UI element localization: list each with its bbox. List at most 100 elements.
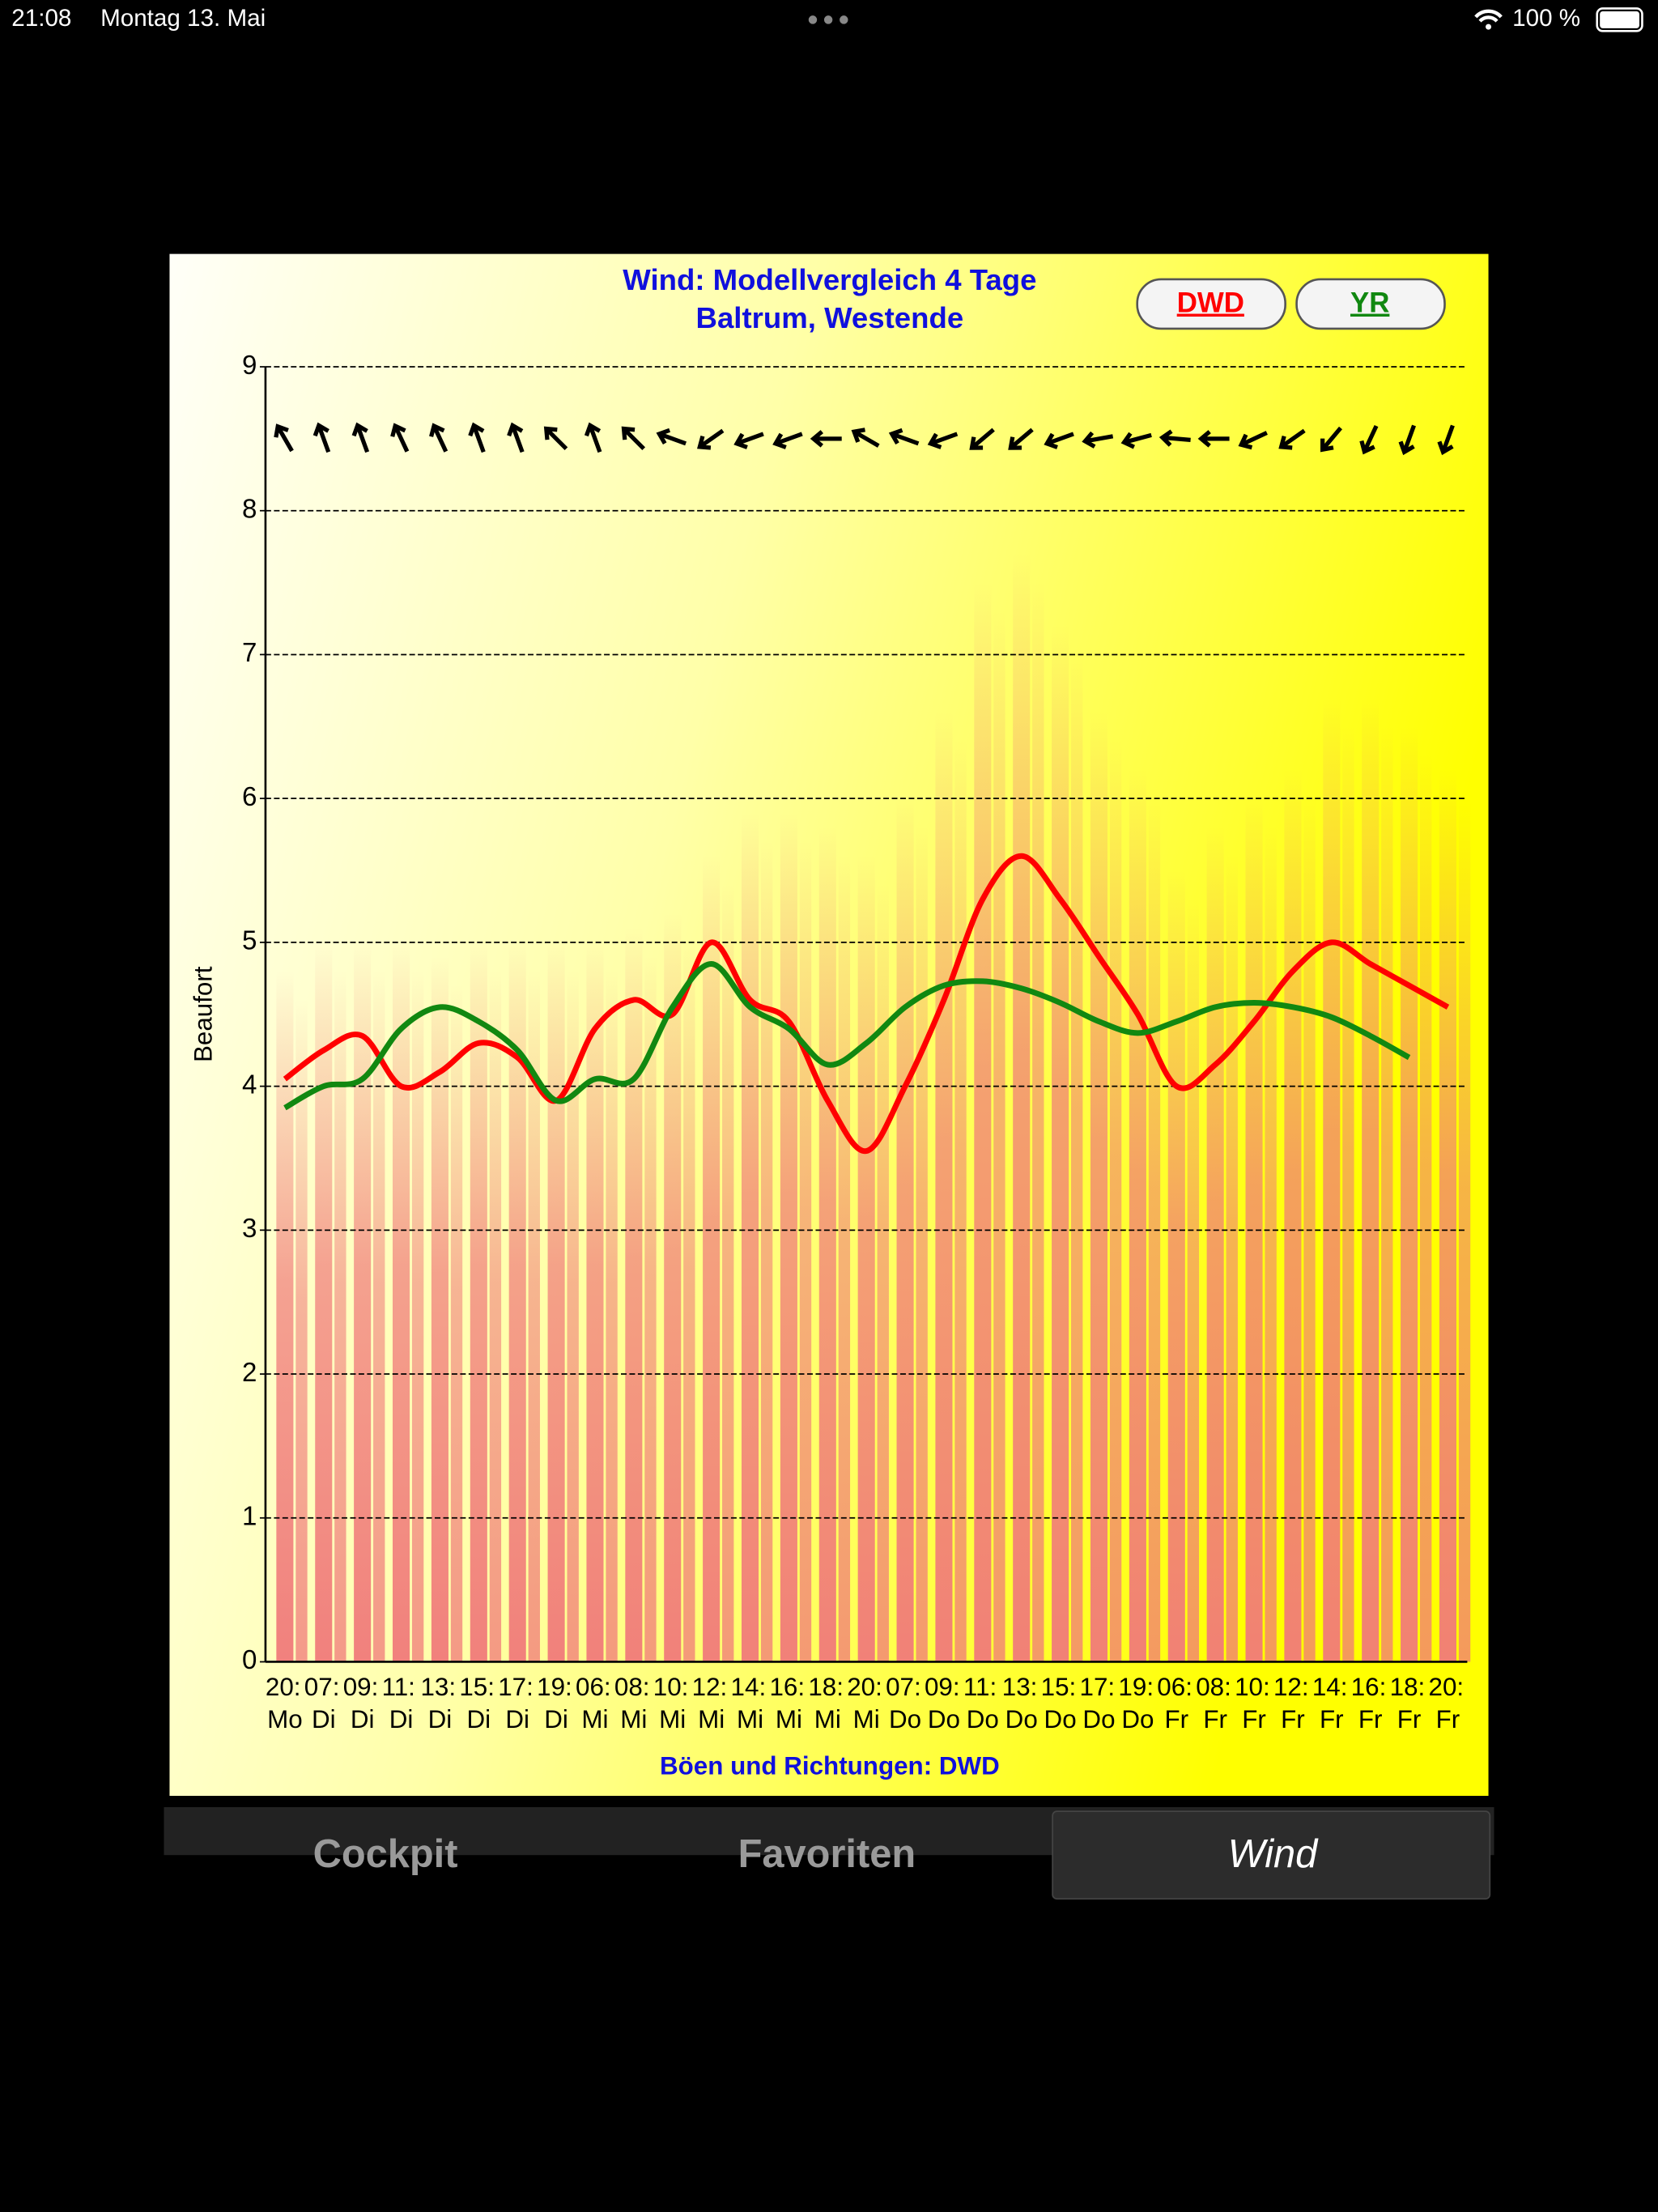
legend-button[interactable] xyxy=(1295,278,1446,330)
x-day-label: Di xyxy=(312,1705,336,1733)
direction-arrow xyxy=(733,432,764,449)
x-day-label: Mi xyxy=(698,1705,725,1733)
x-tick-label: 15: xyxy=(1041,1673,1077,1701)
direction-arrow xyxy=(1437,424,1455,456)
x-tick-label: 06: xyxy=(576,1673,611,1701)
arrow-shape xyxy=(584,422,602,453)
direction-arrow xyxy=(468,422,486,453)
gust-bar-half xyxy=(722,884,734,1662)
arrow-shape xyxy=(621,426,646,451)
arrow-shape xyxy=(468,422,486,453)
arrow-shape xyxy=(927,432,959,449)
y-tick-label: 8 xyxy=(242,494,257,524)
tab-selected xyxy=(1052,1810,1491,1900)
x-tick-label: 19: xyxy=(1118,1673,1154,1701)
tab[interactable]: Favoriten xyxy=(738,1832,916,1876)
x-axis-label: Böen und Richtungen: DWD xyxy=(660,1751,1000,1780)
arrow-shape xyxy=(1320,426,1343,453)
arrow-shape xyxy=(1008,428,1034,450)
gust-bar-half xyxy=(528,970,540,1662)
direction-arrow xyxy=(851,428,880,448)
x-day-label: Di xyxy=(505,1705,529,1733)
gust-bar xyxy=(625,928,643,1662)
chart-title: Wind: Modellvergleich 4 Tage xyxy=(623,263,1036,296)
direction-arrow xyxy=(810,430,842,448)
gust-bar-half xyxy=(450,985,463,1662)
direction-arrow xyxy=(390,423,410,453)
x-day-label: Mi xyxy=(776,1705,802,1733)
tab[interactable]: Wind xyxy=(1228,1832,1320,1876)
x-day-label: Fr xyxy=(1436,1705,1460,1733)
arrow-shape xyxy=(1398,424,1416,456)
x-day-label: Fr xyxy=(1164,1705,1188,1733)
legend-button[interactable] xyxy=(1136,278,1286,330)
direction-arrow xyxy=(1120,432,1152,449)
status-battery: 100 % xyxy=(1512,5,1580,32)
direction-arrow xyxy=(584,422,602,453)
x-tick-label: 18: xyxy=(1390,1673,1426,1701)
x-day-label: Do xyxy=(1005,1705,1038,1733)
x-day-label: Do xyxy=(1044,1705,1077,1733)
gust-bar xyxy=(857,856,875,1662)
gust-bar xyxy=(935,712,953,1662)
direction-arrow xyxy=(429,423,449,453)
x-day-label: Mi xyxy=(853,1705,880,1733)
gust-bar xyxy=(741,812,759,1662)
arrow-shape xyxy=(810,430,842,448)
x-tick-label: 07: xyxy=(886,1673,921,1701)
x-day-label: Do xyxy=(889,1705,921,1733)
gust-bar-half xyxy=(1458,798,1471,1662)
gust-bar-half xyxy=(1381,725,1393,1662)
gust-bar-half xyxy=(295,999,308,1662)
x-day-label: Mi xyxy=(620,1705,647,1733)
direction-arrow xyxy=(1158,429,1191,447)
gust-bar-half xyxy=(1226,855,1238,1662)
arrow-shape xyxy=(390,423,410,453)
arrow-shape xyxy=(733,432,764,449)
x-day-label: Fr xyxy=(1397,1705,1422,1733)
gust-bar xyxy=(508,942,526,1662)
y-tick-label: 7 xyxy=(242,638,257,668)
legend-label: DWD xyxy=(1177,287,1244,319)
x-day-label: Fr xyxy=(1281,1705,1305,1733)
x-tick-label: 17: xyxy=(498,1673,534,1701)
arrow-shape xyxy=(697,428,725,450)
tab[interactable]: Cockpit xyxy=(313,1832,458,1876)
x-day-label: Mo xyxy=(267,1705,303,1733)
direction-arrow xyxy=(274,423,294,453)
direction-arrow xyxy=(969,428,995,450)
gust-bar xyxy=(547,942,565,1662)
x-tick-label: 07: xyxy=(304,1673,340,1701)
x-tick-label: 11: xyxy=(963,1673,997,1701)
gust-bar xyxy=(1090,712,1108,1662)
x-day-label: Do xyxy=(1082,1705,1115,1733)
direction-arrow xyxy=(656,428,687,446)
x-tick-label: 17: xyxy=(1080,1673,1116,1701)
arrow-shape xyxy=(1197,430,1230,448)
gust-bar xyxy=(315,942,333,1662)
direction-arrow xyxy=(1278,428,1306,450)
gust-bar-half xyxy=(489,970,502,1662)
gust-bar xyxy=(1323,697,1341,1662)
gust-bar xyxy=(974,582,992,1662)
direction-arrow xyxy=(1044,432,1074,449)
x-day-label: Mi xyxy=(659,1705,686,1733)
arrow-shape xyxy=(351,422,370,453)
x-day-label: Mi xyxy=(581,1705,608,1733)
x-day-label: Do xyxy=(928,1705,960,1733)
x-tick-label: 06: xyxy=(1157,1673,1192,1701)
x-tick-label: 08: xyxy=(614,1673,650,1701)
direction-arrow xyxy=(621,426,646,451)
direction-arrow xyxy=(1008,428,1034,450)
more-dots xyxy=(808,15,848,24)
direction-arrow xyxy=(1238,431,1268,450)
legend-label: YR xyxy=(1350,287,1389,319)
direction-arrow xyxy=(1197,430,1230,448)
arrow-shape xyxy=(888,428,920,446)
plot: 012345678920:Mo07:Di09:Di11:Di13:Di15:Di… xyxy=(242,351,1471,1733)
gust-bar-half xyxy=(954,740,967,1662)
direction-arrow xyxy=(697,428,725,450)
arrow-shape xyxy=(1278,428,1306,450)
status-time: 21:08 xyxy=(11,5,71,32)
